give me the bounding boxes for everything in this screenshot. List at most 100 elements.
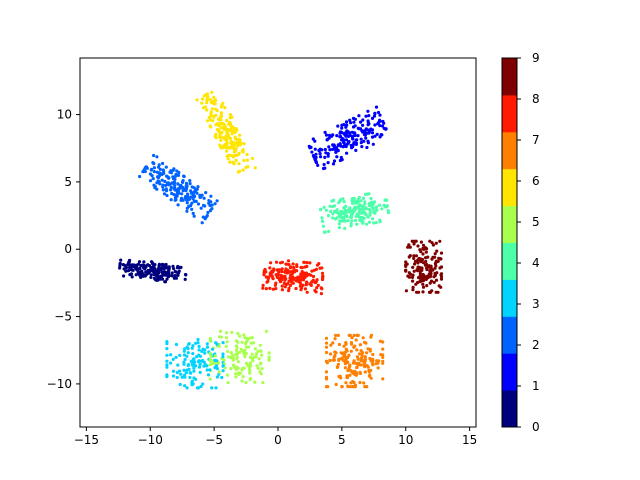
colorbar-tick-label: 9 [532,51,540,65]
data-point-class-4 [362,210,366,214]
data-point-class-7 [371,363,375,367]
data-point-class-7 [354,361,358,365]
data-point-class-5 [258,343,262,347]
data-point-class-8 [278,276,283,280]
data-point-class-5 [261,381,265,385]
data-point-class-9 [438,266,442,270]
data-point-class-9 [421,285,426,289]
data-point-class-3 [201,382,205,386]
data-point-class-3 [171,374,176,378]
data-point-class-8 [279,273,283,277]
data-point-class-3 [190,346,194,350]
data-point-class-1 [380,124,385,128]
data-point-class-3 [165,359,169,363]
data-point-class-9 [424,250,428,254]
data-point-class-0 [128,258,132,262]
data-point-class-1 [323,130,327,134]
data-point-class-9 [428,239,432,243]
data-point-class-8 [302,260,306,264]
data-point-class-5 [240,379,244,383]
data-point-class-3 [182,360,186,364]
data-point-class-4 [360,211,364,215]
data-point-class-9 [413,262,417,266]
data-point-class-3 [203,351,207,355]
data-point-class-7 [355,348,359,352]
data-point-class-9 [434,241,438,245]
data-point-class-1 [360,145,364,149]
data-point-class-8 [278,261,283,265]
data-point-class-7 [358,352,362,356]
data-point-class-0 [142,260,146,264]
data-point-class-9 [414,254,418,258]
data-point-class-8 [309,273,313,277]
data-point-class-5 [255,364,259,368]
data-point-class-5 [253,347,257,351]
data-point-class-6 [245,158,249,162]
data-point-class-5 [238,334,242,338]
data-point-class-4 [371,217,375,221]
data-point-class-3 [189,359,193,363]
data-point-class-1 [367,122,371,126]
data-point-class-5 [209,354,213,358]
data-point-class-0 [127,265,132,270]
data-point-class-4 [357,215,361,219]
data-point-class-0 [138,266,142,270]
data-point-class-7 [381,361,385,365]
data-point-class-0 [161,265,165,269]
data-point-class-0 [124,269,128,273]
data-point-class-6 [233,149,237,153]
data-point-class-4 [357,210,361,214]
data-point-class-3 [187,342,191,346]
data-point-class-7 [359,359,363,363]
data-point-class-9 [439,277,444,281]
data-point-class-4 [343,211,347,215]
data-point-class-6 [240,149,244,153]
data-point-class-9 [411,285,415,289]
data-point-class-9 [407,275,412,279]
data-point-class-0 [157,262,161,266]
data-point-class-4 [353,218,358,223]
data-point-class-2 [199,206,203,210]
data-point-class-3 [182,368,186,372]
data-point-class-2 [169,185,173,189]
data-point-class-1 [351,142,356,146]
data-point-class-1 [370,128,375,132]
data-point-class-2 [200,221,204,225]
data-point-class-7 [332,355,336,359]
data-point-class-4 [374,221,378,225]
data-point-class-3 [198,362,202,366]
data-point-class-8 [269,261,273,265]
data-point-class-4 [368,211,372,215]
data-point-class-8 [303,287,307,291]
data-point-class-5 [232,363,236,367]
data-point-class-6 [217,128,221,132]
colorbar-tick-label: 1 [532,379,540,393]
data-point-class-8 [297,276,301,280]
data-point-class-8 [274,287,278,291]
data-point-class-2 [165,189,169,193]
data-point-class-4 [380,207,384,211]
data-point-class-0 [137,260,142,264]
data-point-class-0 [118,264,122,268]
data-point-class-2 [194,199,198,203]
data-point-class-6 [246,165,250,169]
data-point-class-7 [342,355,346,359]
colorbar-tick-label: 5 [532,215,540,229]
data-point-class-2 [178,185,182,189]
data-point-class-2 [210,207,214,211]
data-point-class-7 [363,365,367,369]
data-point-class-5 [254,352,259,356]
data-point-class-3 [215,359,219,363]
data-point-class-2 [179,196,184,200]
data-point-class-0 [172,267,176,271]
y-tick-label: −10 [47,377,72,391]
data-point-class-7 [350,342,354,346]
data-point-class-2 [158,182,162,186]
data-point-class-2 [173,198,177,202]
data-point-class-5 [235,345,239,350]
data-point-class-9 [428,290,432,294]
data-point-class-8 [315,263,320,267]
data-point-class-1 [377,120,381,125]
data-point-class-4 [384,198,389,202]
data-point-class-1 [311,154,315,158]
